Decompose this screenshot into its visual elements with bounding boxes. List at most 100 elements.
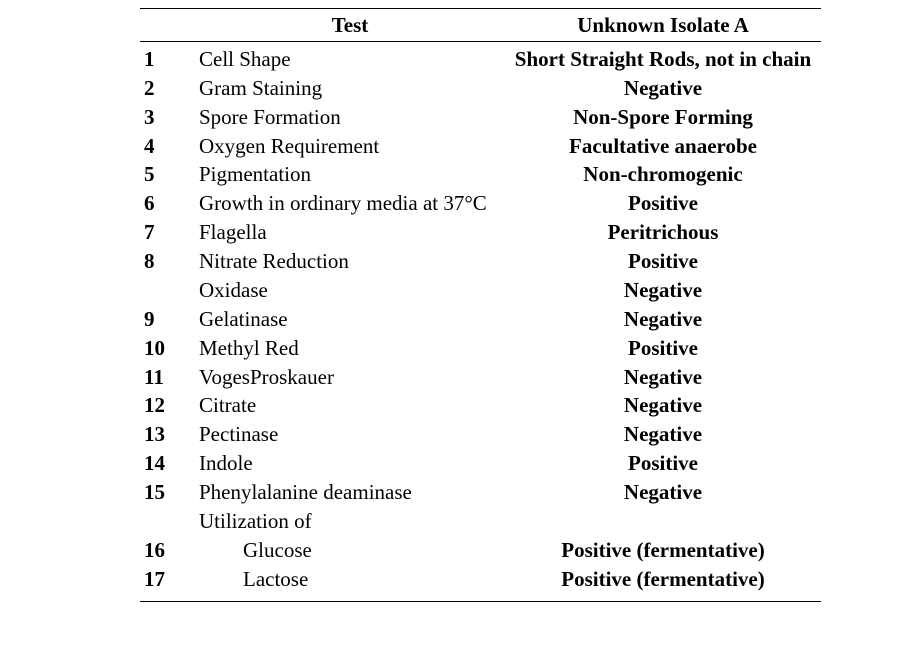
row-test-label: Phenylalanine deaminase xyxy=(199,480,412,504)
table-row: 6Growth in ordinary media at 37°C Positiv… xyxy=(140,189,821,218)
header-test: Test xyxy=(195,9,505,42)
header-result: Unknown Isolate A xyxy=(505,9,821,42)
row-test: Spore Formation xyxy=(195,103,505,132)
table-row: 5Pigmentation Non-chromogenic xyxy=(140,160,821,189)
row-test: Gram Staining xyxy=(195,74,505,103)
row-number: 3 xyxy=(140,103,195,132)
row-test-label: Methyl Red xyxy=(199,336,299,360)
row-number: 7 xyxy=(140,218,195,247)
row-result: Facultative anaerobe xyxy=(505,132,821,161)
row-result: Negative xyxy=(505,74,821,103)
row-number: 5 xyxy=(140,160,195,189)
table-row: 4Oxygen RequirementFacultative anaerobe xyxy=(140,132,821,161)
table-row: 3Spore Formation Non-Spore Forming xyxy=(140,103,821,132)
row-number: 12 xyxy=(140,391,195,420)
row-test: Nitrate Reduction xyxy=(195,247,505,276)
row-number: 10 xyxy=(140,334,195,363)
table-row: Oxidase Negative xyxy=(140,276,821,305)
table-row: 12Citrate Negative xyxy=(140,391,821,420)
biochemical-test-table-page: Test Unknown Isolate A 1Cell Shape Short … xyxy=(0,0,921,602)
row-number: 9 xyxy=(140,305,195,334)
table-row: 1Cell Shape Short Straight Rods, not in c… xyxy=(140,41,821,73)
row-test: Methyl Red xyxy=(195,334,505,363)
row-test: Indole xyxy=(195,449,505,478)
row-test-label: Flagella xyxy=(199,220,267,244)
table-row: 9Gelatinase Negative xyxy=(140,305,821,334)
row-test-label: Pigmentation xyxy=(199,162,311,186)
row-test: Utilization of xyxy=(195,507,505,536)
table-row: 8Nitrate Reduction Positive xyxy=(140,247,821,276)
row-result: Positive xyxy=(505,334,821,363)
row-test-label: Growth in ordinary media at 37°C xyxy=(199,191,487,215)
row-result: Negative xyxy=(505,391,821,420)
row-test-label: Cell Shape xyxy=(199,47,291,71)
row-test-label: Citrate xyxy=(199,393,256,417)
row-test: Glucose xyxy=(195,536,505,565)
row-result: Negative xyxy=(505,478,821,507)
row-number: 11 xyxy=(140,363,195,392)
table-row: 14Indole Positive xyxy=(140,449,821,478)
row-result: Positive xyxy=(505,247,821,276)
table-body: 1Cell Shape Short Straight Rods, not in c… xyxy=(140,41,821,601)
row-test: Lactose xyxy=(195,565,505,601)
row-test: Flagella xyxy=(195,218,505,247)
row-test: Phenylalanine deaminase xyxy=(195,478,505,507)
row-number xyxy=(140,507,195,536)
biochemical-test-table: Test Unknown Isolate A 1Cell Shape Short … xyxy=(140,8,821,602)
row-test-label: Lactose xyxy=(199,566,308,593)
row-test: Cell Shape xyxy=(195,41,505,73)
table-row: 2Gram Staining Negative xyxy=(140,74,821,103)
row-test: Gelatinase xyxy=(195,305,505,334)
row-test-label: Utilization of xyxy=(199,509,312,533)
row-test: Citrate xyxy=(195,391,505,420)
row-result: Positive xyxy=(505,189,821,218)
table-row: 15Phenylalanine deaminase Negative xyxy=(140,478,821,507)
row-test-label: Spore Formation xyxy=(199,105,341,129)
row-test-label: Nitrate Reduction xyxy=(199,249,349,273)
row-number: 6 xyxy=(140,189,195,218)
table-row: 10Methyl Red Positive xyxy=(140,334,821,363)
row-result: Non-chromogenic xyxy=(505,160,821,189)
table-row: 11VogesProskauer Negative xyxy=(140,363,821,392)
row-test-label: Oxidase xyxy=(199,278,268,302)
row-test-label: Indole xyxy=(199,451,253,475)
row-number: 15 xyxy=(140,478,195,507)
table-row: Utilization of xyxy=(140,507,821,536)
row-result: Positive (fermentative) xyxy=(505,536,821,565)
row-number xyxy=(140,276,195,305)
row-number: 8 xyxy=(140,247,195,276)
row-result: Negative xyxy=(505,276,821,305)
row-test: VogesProskauer xyxy=(195,363,505,392)
row-result: Short Straight Rods, not in chain xyxy=(505,41,821,73)
row-result: Negative xyxy=(505,363,821,392)
row-number: 17 xyxy=(140,565,195,601)
row-result: Peritrichous xyxy=(505,218,821,247)
row-test-label: Gelatinase xyxy=(199,307,288,331)
row-test-label: Pectinase xyxy=(199,422,278,446)
row-test-label: Glucose xyxy=(199,537,312,564)
row-test-label: Oxygen Requirement xyxy=(199,134,379,158)
row-test: Pigmentation xyxy=(195,160,505,189)
table-row: 13Pectinase Negative xyxy=(140,420,821,449)
row-result: Non-Spore Forming xyxy=(505,103,821,132)
row-test: Pectinase xyxy=(195,420,505,449)
row-test-label: VogesProskauer xyxy=(199,365,334,389)
header-number xyxy=(140,9,195,42)
table-header: Test Unknown Isolate A xyxy=(140,9,821,42)
table-row: 7Flagella Peritrichous xyxy=(140,218,821,247)
table-row: 17Lactose Positive (fermentative) xyxy=(140,565,821,601)
row-test-label: Gram Staining xyxy=(199,76,322,100)
row-test: Growth in ordinary media at 37°C xyxy=(195,189,505,218)
row-result: Positive (fermentative) xyxy=(505,565,821,601)
row-test: Oxygen Requirement xyxy=(195,132,505,161)
row-result: Negative xyxy=(505,305,821,334)
row-number: 13 xyxy=(140,420,195,449)
row-number: 2 xyxy=(140,74,195,103)
row-test: Oxidase xyxy=(195,276,505,305)
row-number: 14 xyxy=(140,449,195,478)
table-row: 16Glucose Positive (fermentative) xyxy=(140,536,821,565)
row-result: Negative xyxy=(505,420,821,449)
row-result: Positive xyxy=(505,449,821,478)
row-number: 1 xyxy=(140,41,195,73)
row-number: 16 xyxy=(140,536,195,565)
